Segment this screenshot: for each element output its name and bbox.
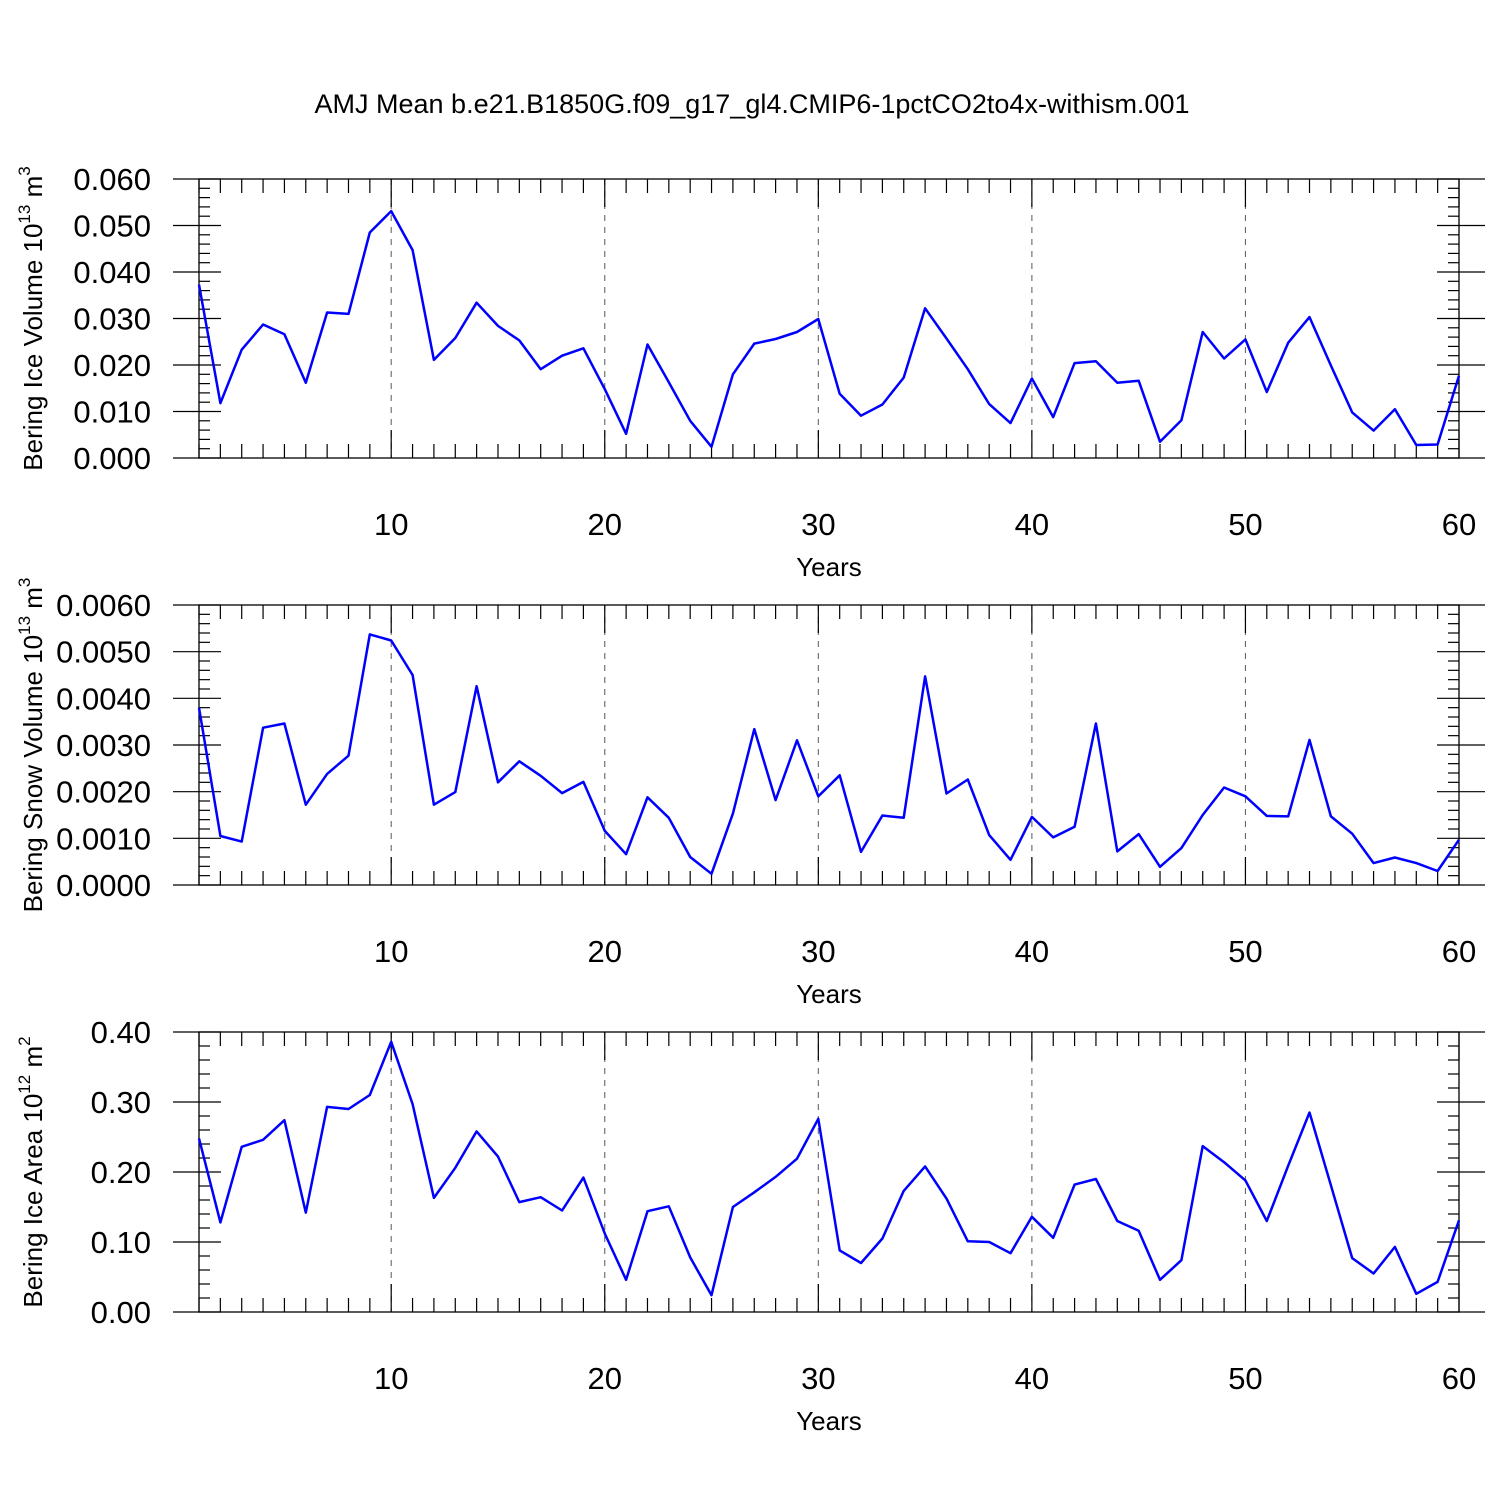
x-tick-label: 10 [374,934,408,969]
x-tick-label: 60 [1442,1361,1476,1396]
y-tick-label: 0.0030 [56,728,151,763]
y-tick-label: 0.040 [73,255,151,290]
x-tick-label: 40 [1015,1361,1049,1396]
panel-1: 0.000 0.010 0.020 0.030 0.040 0.050 0.060 10 20 3… [15,162,1485,582]
x-axis-label: Years [796,552,862,582]
y-tick-label: 0.00 [91,1295,151,1330]
y-tick-label: 0.0060 [56,588,151,623]
y-axis-label: Bering Ice Volume 1013 m3 [15,166,48,470]
y-tick-label: 0.40 [91,1015,151,1050]
x-tick-label: 30 [801,507,835,542]
x-tick-label: 50 [1228,934,1262,969]
x-tick-label: 20 [588,1361,622,1396]
plot-frame [198,178,1460,459]
y-tick-label: 0.10 [91,1225,151,1260]
x-axis-label: Years [796,1406,862,1436]
figure-title: AMJ Mean b.e21.B1850G.f09_g17_gl4.CMIP6-… [315,89,1190,119]
x-tick-label: 10 [374,1361,408,1396]
series-line [197,209,1461,449]
x-tick-label: 40 [1015,507,1049,542]
y-tick-label: 0.0010 [56,821,151,856]
x-tick-label: 60 [1442,934,1476,969]
x-tick-label: 50 [1228,1361,1262,1396]
x-tick-label: 20 [588,934,622,969]
y-tick-label: 0.020 [73,348,151,383]
y-tick-label: 0.050 [73,209,151,244]
panel-2: 0.0000 0.0010 0.0020 0.0030 0.0040 0.0050 0.00… [15,578,1485,1009]
x-tick-label: 40 [1015,934,1049,969]
x-tick-label: 20 [588,507,622,542]
y-tick-label: 0.030 [73,302,151,337]
x-tick-label: 30 [801,934,835,969]
y-tick-label: 0.30 [91,1085,151,1120]
series-line [197,1040,1461,1297]
y-tick-label: 0.000 [73,441,151,476]
y-axis-label: Bering Ice Area 1012 m2 [15,1036,48,1307]
x-tick-label: 50 [1228,507,1262,542]
plot-frame [198,1031,1460,1313]
plot-frame [198,604,1460,886]
panel-3: 0.00 0.10 0.20 0.30 0.40 10 20 30 40 50 60 Years Ber… [15,1015,1485,1436]
y-tick-label: 0.060 [73,162,151,197]
y-tick-label: 0.010 [73,395,151,430]
y-axis-label: Bering Snow Volume 1013 m3 [15,578,48,913]
x-tick-label: 10 [374,507,408,542]
x-tick-label: 60 [1442,507,1476,542]
y-tick-label: 0.0050 [56,635,151,670]
x-tick-label: 30 [801,1361,835,1396]
series-line [197,633,1461,876]
y-tick-label: 0.20 [91,1155,151,1190]
y-tick-label: 0.0040 [56,681,151,716]
y-tick-label: 0.0020 [56,775,151,810]
x-axis-label: Years [796,979,862,1009]
y-tick-label: 0.0000 [56,868,151,903]
